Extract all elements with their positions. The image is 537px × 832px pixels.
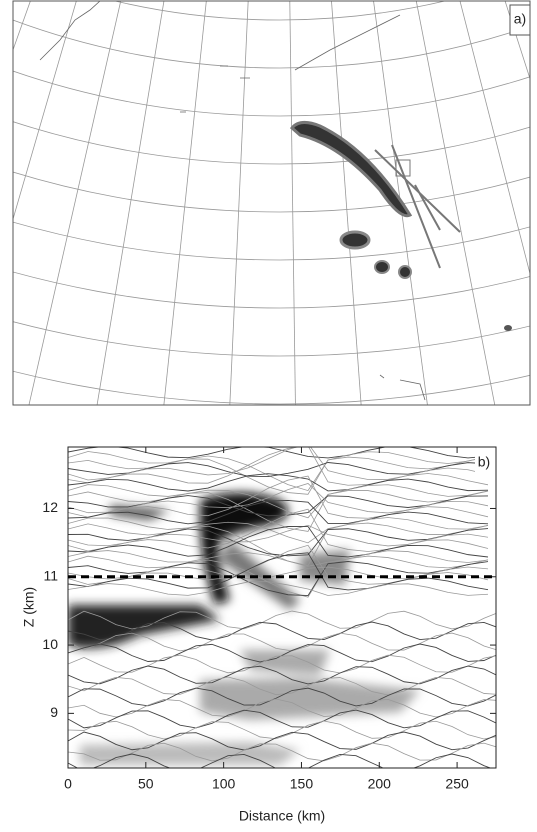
panel-label: a) (514, 11, 526, 27)
x-axis-label: Distance (km) (239, 808, 325, 824)
label-box (475, 451, 495, 475)
map-features (39, 1, 512, 401)
contour-line (68, 490, 489, 532)
contour-line (68, 447, 489, 481)
meridian-line (533, 0, 537, 419)
contour-line (68, 526, 489, 558)
meridian-line (96, 1, 165, 405)
latitude-line (13, 70, 530, 117)
coastline (180, 65, 426, 401)
cloud-patch (374, 260, 390, 274)
contour-line (68, 552, 489, 591)
y-axis-label: Z (km) (21, 587, 37, 627)
cloud-patch (339, 230, 371, 250)
latitude-line (13, 121, 530, 165)
contours (68, 447, 496, 768)
y-tick-label: 9 (50, 704, 58, 720)
meridian-line (0, 0, 6, 405)
box-marker (395, 159, 411, 177)
panel-label: b) (478, 454, 490, 470)
latitude-line (13, 370, 530, 405)
contour-line (68, 581, 489, 596)
meridian-line (28, 1, 122, 405)
x-tick-label: 0 (64, 776, 72, 792)
x-tick-label: 200 (368, 776, 392, 792)
latitude-line (114, 1, 446, 21)
latitude-line (13, 19, 530, 69)
meridian-line (459, 1, 530, 276)
contour-line (68, 456, 489, 495)
contour-line (68, 753, 492, 768)
contour-line (68, 720, 496, 740)
contour-line (68, 544, 489, 585)
shading (68, 492, 420, 765)
contour-line (68, 687, 496, 707)
x-tick-label: 50 (138, 776, 154, 792)
plot-frame (67, 446, 497, 769)
cross-section (68, 447, 496, 768)
flight-track (374, 144, 461, 269)
contour-line (68, 643, 496, 663)
cloud-patch (398, 265, 412, 279)
meridian-line (373, 1, 428, 405)
contour-line (68, 484, 489, 519)
contour-line (68, 475, 489, 519)
meridian-line (415, 1, 496, 405)
latitude-line (13, 321, 530, 357)
x-tick-label: 250 (445, 776, 469, 792)
meridian-line (13, 1, 31, 52)
coastline (39, 1, 101, 61)
latitude-line (13, 271, 530, 309)
map-grid (0, 0, 537, 419)
y-tick-label: 12 (42, 499, 58, 515)
x-tick-label: 100 (212, 776, 236, 792)
axes: 0 50 100 150 200 250 9 10 11 12 (42, 447, 496, 792)
contour-line (68, 632, 496, 652)
contour-line (68, 508, 489, 552)
contour-line (68, 447, 489, 459)
meridian-line (504, 1, 530, 80)
contour-line (68, 499, 489, 525)
contour-line (68, 473, 489, 492)
contour-line (68, 555, 489, 598)
latitude-line (13, 171, 530, 213)
contour-line (68, 447, 489, 486)
panel-frame (12, 0, 531, 406)
cloud-patch (504, 325, 512, 331)
contour-line (68, 451, 489, 492)
meridian-line (229, 1, 249, 405)
meridian-line (289, 1, 296, 405)
y-tick-label: 11 (43, 567, 58, 583)
contour-line (68, 654, 496, 674)
contour-line (68, 517, 489, 544)
y-tick-label: 10 (42, 636, 58, 652)
latitude-line (13, 221, 530, 261)
contour-line (68, 698, 496, 718)
coastline (294, 14, 401, 71)
x-tick-label: 150 (290, 776, 314, 792)
contour-line (68, 742, 496, 762)
meridian-line (13, 1, 77, 221)
contour-line (68, 621, 496, 641)
contour-line (68, 665, 496, 685)
contour-line (68, 550, 489, 567)
contour-line (68, 528, 489, 557)
cloud-band (289, 121, 413, 218)
contour-line (68, 561, 489, 597)
contour-line (68, 522, 489, 567)
meridian-line (163, 1, 207, 405)
contour-line (68, 483, 489, 514)
contour-line (68, 676, 496, 696)
label-box (509, 4, 531, 36)
